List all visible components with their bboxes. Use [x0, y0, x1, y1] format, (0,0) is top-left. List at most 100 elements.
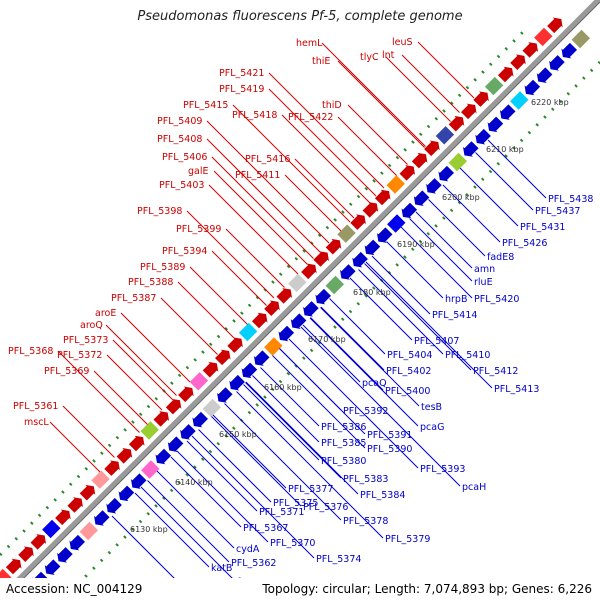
leader-line: [428, 199, 486, 257]
gene-feature: [522, 42, 539, 58]
gene-feature: [67, 497, 83, 513]
reverse-gene-label: PFL_5386: [321, 422, 366, 433]
forward-gene-label: PFL_5369: [44, 366, 89, 377]
gene-feature: [264, 300, 280, 316]
forward-gene-label: PFL_5409: [157, 116, 202, 127]
forward-gene-label: PFL_5408: [157, 134, 202, 145]
leader-line: [140, 486, 236, 582]
forward-gene-label: leuS: [392, 37, 413, 48]
gene-feature: [499, 104, 516, 120]
gene-feature: [217, 387, 233, 403]
reverse-gene-label: cydA: [236, 544, 260, 555]
forward-gene-label: thiE: [312, 56, 330, 67]
forward-gene-label: PFL_5422: [288, 112, 333, 123]
reverse-gene-label: PFL_5378: [343, 516, 388, 527]
leader-line: [284, 174, 342, 232]
forward-gene-label: hemL: [296, 38, 323, 49]
forward-gene-label: PFL_5406: [162, 152, 207, 163]
reverse-gene-label: PFL_5404: [387, 350, 432, 361]
tick-line-outer: [0, 28, 527, 557]
gene-feature: [189, 372, 209, 391]
leader-line: [320, 306, 385, 371]
gene-feature: [313, 251, 329, 267]
reverse-gene-label: PFL_5385: [321, 438, 366, 449]
forward-gene-label: PFL_5361: [13, 401, 58, 412]
reverse-gene-label: PFL_5375: [273, 498, 318, 509]
leader-line: [224, 403, 342, 521]
gene-feature: [79, 484, 96, 501]
leader-line: [294, 158, 355, 219]
leader-line: [156, 470, 235, 549]
leader-line: [371, 255, 431, 315]
forward-gene-label: PFL_5399: [176, 224, 221, 235]
leader-line: [49, 421, 101, 473]
footer: Accession: NC_004129 Topology: circular;…: [0, 578, 600, 600]
forward-gene-label: galE: [188, 166, 209, 177]
reverse-gene-label: PFL_5371: [259, 507, 304, 518]
kbp-tick-label: 6180 kbp: [353, 288, 391, 297]
gene-feature: [411, 152, 428, 169]
forward-gene-label: PFL_5372: [57, 350, 102, 361]
kbp-tick-label: 6210 kbp: [486, 145, 524, 154]
gene-feature: [264, 337, 283, 356]
leader-line: [206, 120, 330, 244]
gene-feature: [463, 141, 479, 157]
forward-gene-label: PFL_5398: [137, 206, 182, 217]
forward-gene-label: tlyC: [360, 52, 379, 63]
reverse-gene-label: pcaH: [462, 482, 486, 493]
topology-text: Topology: circular; Length: 7,074,893 bp…: [262, 582, 592, 596]
leader-line: [120, 312, 191, 383]
leader-line: [252, 375, 320, 443]
gene-feature: [461, 103, 477, 120]
leader-line: [211, 250, 267, 306]
leader-line: [245, 382, 342, 479]
gene-feature: [167, 436, 184, 452]
gene-feature: [510, 91, 529, 110]
gene-feature: [303, 301, 319, 317]
gene-feature: [202, 398, 221, 418]
leader-line: [189, 266, 248, 325]
gene-feature: [91, 470, 110, 489]
gene-feature: [325, 238, 342, 255]
reverse-gene-label: pcaQ: [362, 378, 387, 389]
gene-feature: [30, 534, 47, 550]
leader-line: [415, 211, 473, 269]
reverse-gene-label: PFL_5374: [316, 554, 361, 565]
gene-feature: [118, 485, 135, 502]
gene-feature: [448, 115, 465, 132]
gene-feature: [57, 547, 73, 563]
gene-feature: [315, 288, 331, 305]
leader-line: [487, 139, 547, 199]
leader-line: [268, 88, 377, 197]
reverse-gene-label: PFL_5383: [343, 474, 388, 485]
leader-line: [211, 156, 314, 259]
gene-feature: [510, 54, 526, 70]
gene-feature: [364, 239, 381, 256]
leader-line: [208, 184, 299, 275]
reverse-gene-label: PFL_5379: [385, 534, 430, 545]
leader-line: [475, 152, 534, 211]
kbp-tick-label: 6160 kbp: [264, 383, 302, 392]
forward-gene-label: PFL_5415: [183, 100, 228, 111]
gene-feature: [215, 349, 231, 366]
leader-line: [442, 184, 501, 243]
gene-feature: [55, 509, 71, 526]
reverse-gene-label: PFL_5426: [502, 238, 547, 249]
gene-feature: [337, 224, 356, 243]
reverse-gene-label: PFL_5390: [367, 444, 412, 455]
gene-feature: [192, 411, 208, 428]
leader-line: [409, 218, 473, 282]
leader-line: [302, 324, 361, 383]
leader-line: [385, 56, 451, 122]
leader-line: [272, 355, 366, 449]
gene-feature: [571, 29, 590, 49]
gene-feature: [362, 202, 379, 218]
leader-line: [225, 228, 285, 288]
leader-line: [243, 384, 320, 461]
leader-line: [386, 241, 444, 299]
reverse-gene-label: PFL_5431: [520, 222, 565, 233]
leader-line: [213, 170, 308, 265]
gene-feature: [473, 91, 489, 107]
